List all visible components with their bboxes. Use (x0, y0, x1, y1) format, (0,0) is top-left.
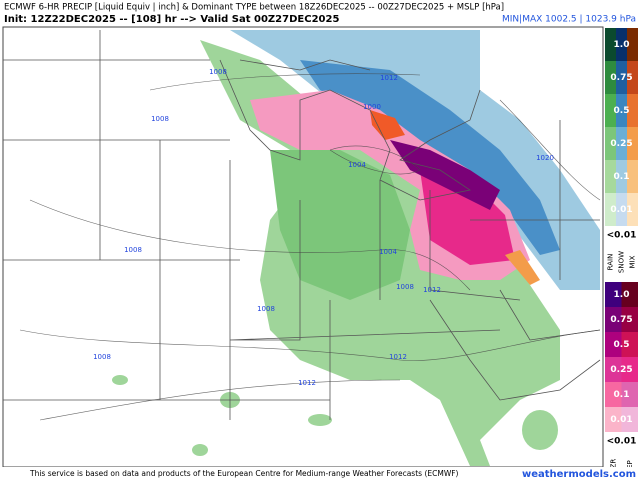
legend-swatch (605, 282, 622, 307)
isobar-label: 1020 (536, 154, 554, 162)
isobar-label: 1012 (298, 379, 316, 387)
legend-swatch (605, 332, 622, 357)
legend-level: 0.25 (610, 139, 632, 149)
legend-swatch (605, 357, 622, 382)
isobar-label: 1008 (93, 353, 111, 361)
legend-swatch (627, 61, 638, 94)
legend-below: <0.01 (607, 437, 637, 447)
legend-swatch (605, 61, 616, 94)
legend-swatch (605, 28, 616, 61)
legend-swatch (605, 94, 616, 127)
legend-swatch (627, 193, 638, 226)
footer-bar (0, 467, 640, 480)
legend-level: 0.01 (610, 205, 632, 215)
site-link[interactable]: weathermodels.com (522, 469, 636, 480)
isobar-label: 1008 (396, 283, 414, 291)
mix-area (370, 110, 405, 140)
legend-swatch (627, 94, 638, 127)
legend-swatch (616, 61, 627, 94)
legend-level: 0.1 (614, 172, 630, 182)
isobar-label: 1012 (380, 74, 398, 82)
isobar-label: 1008 (124, 246, 142, 254)
legend-swatch (605, 127, 616, 160)
title: ECMWF 6-HR PRECIP [Liquid Equiv | inch] … (4, 3, 504, 13)
freezing-rain-heavy (420, 170, 515, 265)
legend-below: <0.01 (607, 231, 637, 241)
legend-swatch (616, 160, 627, 193)
legend-type: MIX (629, 255, 637, 268)
legend-swatch (621, 382, 638, 407)
rain-moderate (270, 150, 410, 300)
legend-swatch (627, 160, 638, 193)
map: 1008 1012 1004 1020 1008 1008 1004 1008 … (2, 26, 604, 468)
snow-area (230, 30, 600, 290)
isobar-label: 1008 (151, 115, 169, 123)
isobar-label: 1008 (209, 68, 227, 76)
legend-level: 1.0 (614, 290, 630, 300)
legend-level: 0.25 (610, 365, 632, 375)
legend-swatch (627, 28, 638, 61)
legend-swatch (616, 127, 627, 160)
isobars (19, 73, 601, 421)
legend-swatch (605, 307, 622, 332)
mix-area (505, 250, 540, 285)
legend-level: 1.0 (614, 40, 630, 50)
legend-level: 0.1 (614, 390, 630, 400)
legend-swatch (616, 28, 627, 61)
legend-level: 0.75 (610, 315, 632, 325)
legend-swatch (621, 332, 638, 357)
legend-swatch (605, 407, 622, 432)
legend-swatch (621, 282, 638, 307)
legend-swatch (605, 193, 616, 226)
legend-swatch (605, 382, 622, 407)
rain-patches (112, 375, 558, 456)
isobar-label: 1008 (257, 305, 275, 313)
legend-swatch (621, 307, 638, 332)
legend-level: 0.01 (610, 415, 632, 425)
minmax: MIN|MAX 1002.5 | 1023.9 hPa (502, 15, 636, 25)
legend-swatch (621, 407, 638, 432)
legend-swatch (605, 160, 616, 193)
borders (3, 30, 601, 420)
legend-level: 0.75 (610, 73, 632, 83)
freezing-rain-core (390, 140, 500, 210)
isobar-label: 1012 (423, 286, 441, 294)
legend-swatch (621, 357, 638, 382)
legend-level: 0.5 (614, 340, 630, 350)
legend-swatch (616, 193, 627, 226)
isobar-label: 1000 (363, 103, 381, 111)
legend-type: RAIN (607, 254, 615, 271)
legend-swatch (627, 127, 638, 160)
legend-type: SNOW (618, 251, 626, 273)
legend-level: 0.5 (614, 106, 630, 116)
isobar-label: 1004 (379, 248, 397, 256)
legend-swatch (616, 94, 627, 127)
isobar-label: 1004 (348, 161, 366, 169)
isobar-label: 1012 (389, 353, 407, 361)
init-line: Init: 12Z22DEC2025 -- [108] hr --> Valid… (4, 14, 339, 25)
credit: This service is based on data and produc… (29, 469, 459, 478)
